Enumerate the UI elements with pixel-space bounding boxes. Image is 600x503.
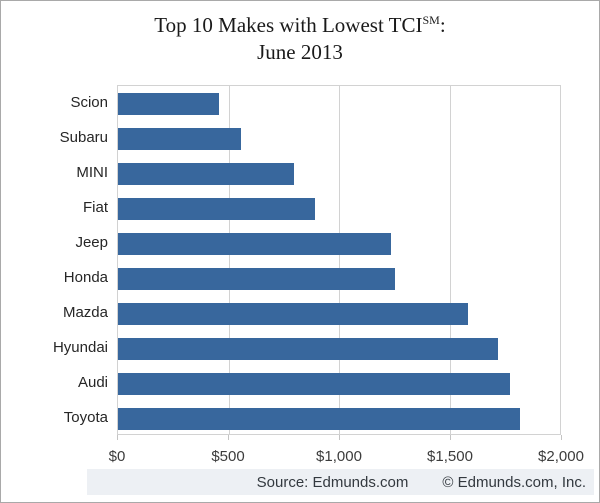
gridline	[449, 86, 451, 434]
bar-mini	[118, 162, 294, 185]
gridline	[228, 86, 230, 434]
category-label-mini: MINI	[76, 164, 108, 181]
x-tick-label: $2,000	[538, 448, 584, 465]
x-tick-label: $0	[108, 448, 126, 465]
bar-audi	[118, 372, 511, 395]
bar-rows	[118, 86, 560, 434]
category-label-toyota: Toyota	[63, 409, 108, 426]
footer-band: Source: Edmunds.com © Edmunds.com, Inc.	[87, 469, 594, 495]
category-label-honda: Honda	[63, 269, 108, 286]
bar-mazda	[118, 302, 469, 325]
bar-row	[118, 261, 560, 296]
x-tick-label: $1,500	[427, 448, 473, 465]
bar-row	[118, 86, 560, 121]
bar-row	[118, 401, 560, 436]
bar-row	[118, 156, 560, 191]
x-axis: $0 $500 $1,000 $1,500 $2,000	[109, 448, 584, 468]
gridlines	[118, 86, 560, 434]
plot-area	[117, 85, 561, 435]
bar-row	[118, 191, 560, 226]
bar-subaru	[118, 127, 241, 150]
x-tick-label: $500	[211, 448, 245, 465]
bar-row	[118, 296, 560, 331]
bar-toyota	[118, 407, 521, 430]
axis-ticks	[117, 435, 562, 440]
chart-title: Top 10 Makes with Lowest TCISM: June 201…	[1, 1, 599, 66]
category-label-fiat: Fiat	[82, 199, 108, 216]
bar-fiat	[118, 197, 315, 220]
category-label-jeep: Jeep	[75, 234, 108, 251]
title-line1-colon: :	[439, 13, 446, 37]
category-label-scion: Scion	[70, 94, 108, 111]
title-sm-superscript: SM	[422, 13, 440, 27]
axis-tick	[117, 435, 118, 440]
axis-tick	[339, 435, 340, 440]
copyright-text: © Edmunds.com, Inc.	[442, 473, 586, 491]
axis-tick	[561, 435, 562, 440]
x-tick-label: $1,000	[316, 448, 362, 465]
bar-row	[118, 121, 560, 156]
bar-honda	[118, 267, 396, 290]
title-line1: Top 10 Makes with Lowest TCISM:	[1, 12, 599, 39]
axis-tick	[450, 435, 451, 440]
category-label-audi: Audi	[77, 374, 108, 391]
title-line1-text: Top 10 Makes with Lowest TCI	[154, 13, 423, 37]
gridline	[339, 86, 340, 434]
bar-jeep	[118, 232, 391, 255]
bar-row	[118, 331, 560, 366]
bar-hyundai	[118, 337, 499, 360]
category-label-mazda: Mazda	[62, 304, 108, 321]
source-text: Source: Edmunds.com	[256, 473, 409, 491]
bar-row	[118, 226, 560, 261]
plot-wrap: $0 $500 $1,000 $1,500 $2,000	[109, 85, 584, 468]
axis-tick	[228, 435, 229, 440]
category-label-hyundai: Hyundai	[52, 339, 108, 356]
category-labels: Scion Subaru MINI Fiat Jeep Honda Mazda Hyundai…	[1, 85, 117, 468]
bar-chart: Scion Subaru MINI Fiat Jeep Honda Mazda Hyundai…	[1, 85, 599, 468]
category-label-subaru: Subaru	[59, 129, 108, 146]
bar-row	[118, 366, 560, 401]
bar-scion	[118, 92, 219, 115]
title-line2: June 2013	[257, 40, 343, 64]
